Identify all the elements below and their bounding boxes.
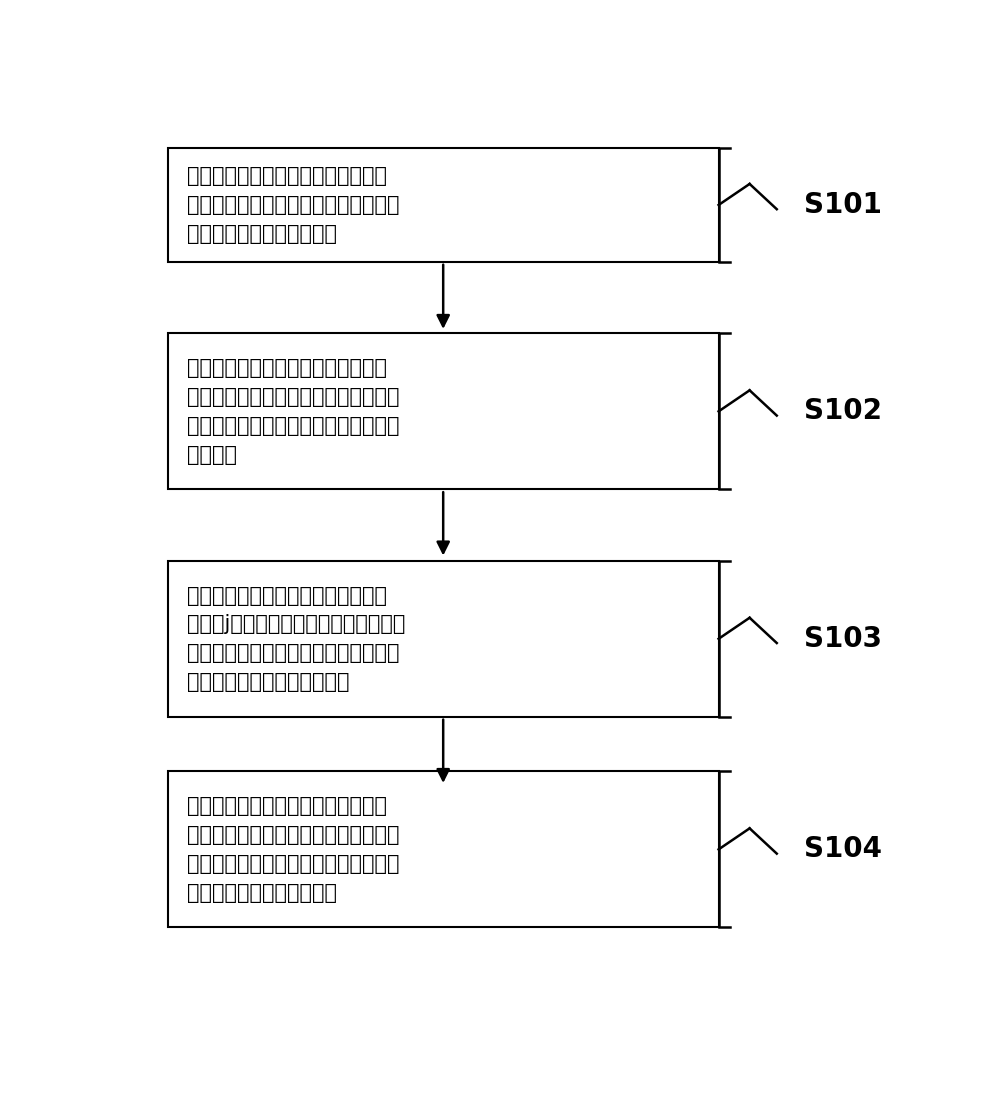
Text: 收集油田热储层顶面对应的构造图，
将其与j地温梯度等値线图完全对齐，并
划分完全吸合的网格单元，读取单元节
点处与地温梯度对应的深度。: 收集油田热储层顶面对应的构造图， 将其与j地温梯度等値线图完全对齐，并 划分完全… xyxy=(187,585,405,693)
Text: 以井点地温梯度为控制点，井间通过
克里金插値得到地温梯度等値线图，将
该图划分单元，读取单元节点对应的地
温梯度。: 以井点地温梯度为控制点，井间通过 克里金插値得到地温梯度等値线图，将 该图划分单… xyxy=(187,358,399,465)
Text: 计算单元节点处目的层温度，作为虚
拟井点与实际钒井资料中读取的温度数
値公共作为控制点，井间通过插値得到
热储层顶面温度等値线图。: 计算单元节点处目的层温度，作为虚 拟井点与实际钒井资料中读取的温度数 値公共作为… xyxy=(187,796,399,903)
Text: 收集油田井点连续测温资料，按照井
点温度随深度变化趋势划分井段，计算
每个稳定井段的地温梯度。: 收集油田井点连续测温资料，按照井 点温度随深度变化趋势划分井段，计算 每个稳定井… xyxy=(187,166,399,244)
Text: S102: S102 xyxy=(804,397,882,426)
Text: S103: S103 xyxy=(804,625,882,653)
Bar xyxy=(168,334,719,489)
Bar xyxy=(168,771,719,928)
Text: S104: S104 xyxy=(804,836,882,863)
Text: S101: S101 xyxy=(804,191,882,219)
Bar xyxy=(168,148,719,261)
Bar xyxy=(168,561,719,717)
